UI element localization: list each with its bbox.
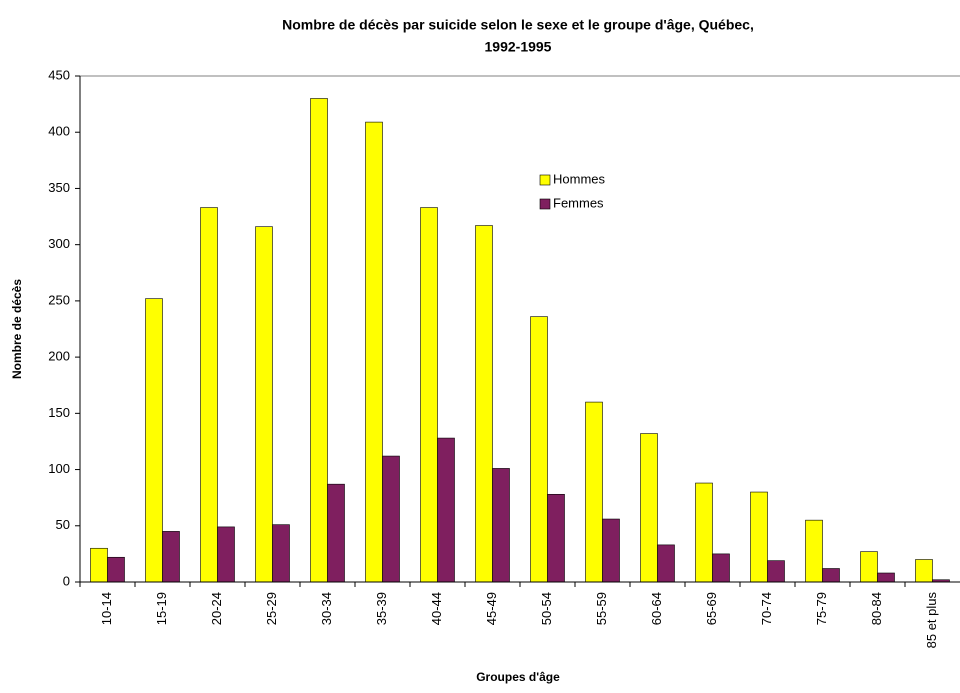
bar [640,433,658,583]
chart-subtitle: 1992-1995 [485,39,552,55]
bar [767,560,785,583]
y-tick-label: 450 [48,67,70,82]
bar [915,559,933,583]
bar [657,544,675,583]
y-tick-label: 0 [63,573,70,588]
y-tick-label: 400 [48,124,70,139]
x-tick-label: 30-34 [319,592,334,625]
bar [712,553,730,583]
x-tick-label: 25-29 [264,592,279,625]
legend-swatch [539,198,551,210]
bar [805,519,823,583]
x-tick-label: 20-24 [209,592,224,625]
bar [310,98,328,583]
x-tick-label: 75-79 [814,592,829,625]
y-tick-label: 250 [48,292,70,307]
y-tick-label: 100 [48,461,70,476]
bar [272,524,290,583]
bar [90,547,108,583]
bar [420,207,438,583]
y-tick-label: 300 [48,236,70,251]
bar [437,437,455,583]
x-axis-title: Groupes d'âge [476,670,560,684]
bar [822,568,840,583]
y-axis-title: Nombre de décès [10,279,24,379]
bar [382,455,400,583]
x-tick-label: 50-54 [539,592,554,625]
bar [860,551,878,583]
x-tick-label: 85 et plus [924,592,939,649]
bar [217,526,235,583]
bar [475,225,493,583]
x-tick-label: 80-84 [869,592,884,625]
x-tick-label: 35-39 [374,592,389,625]
y-tick-label: 200 [48,349,70,364]
y-tick-label: 350 [48,180,70,195]
bar [365,121,383,583]
x-tick-label: 65-69 [704,592,719,625]
bar [750,491,768,583]
y-tick-label: 50 [56,517,70,532]
x-tick-label: 55-59 [594,592,609,625]
legend-label: Femmes [553,195,604,210]
legend-swatch [539,174,551,186]
x-tick-label: 60-64 [649,592,664,625]
bar [877,572,895,583]
bar [585,401,603,583]
bar [107,556,125,583]
bar [530,316,548,583]
x-tick-label: 70-74 [759,592,774,625]
x-tick-label: 10-14 [99,592,114,625]
x-tick-label: 15-19 [154,592,169,625]
bar [145,298,163,583]
bar [327,483,345,583]
bar [602,518,620,583]
bar [492,468,510,583]
bar [162,531,180,583]
bar [255,226,273,583]
chart-title: Nombre de décès par suicide selon le sex… [282,17,754,33]
legend-label: Hommes [553,171,606,186]
x-tick-label: 40-44 [429,592,444,625]
y-tick-label: 150 [48,405,70,420]
bar [200,207,218,583]
bar [547,493,565,583]
bar [695,482,713,583]
x-tick-label: 45-49 [484,592,499,625]
